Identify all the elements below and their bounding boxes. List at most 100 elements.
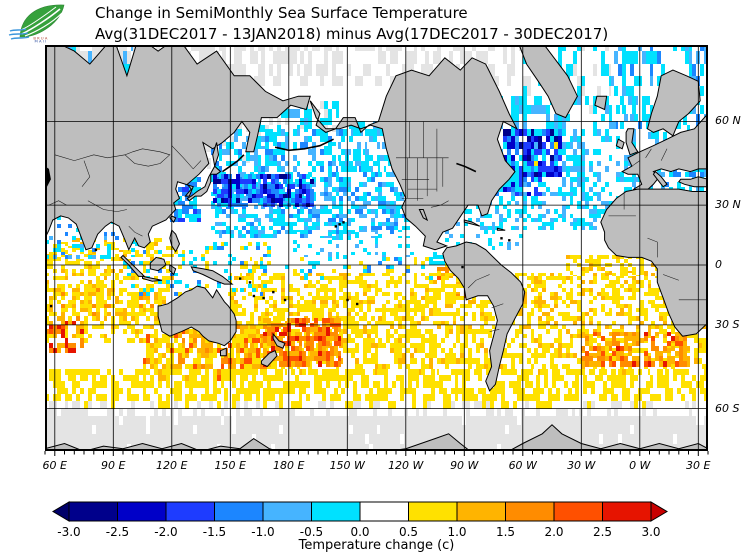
colorbar-tick-label: -3.0 bbox=[57, 525, 80, 539]
island-dot bbox=[342, 221, 345, 224]
land-polygon bbox=[418, 209, 429, 222]
colorbar-segment bbox=[68, 501, 118, 522]
colorbar-segment bbox=[602, 501, 652, 522]
island-dot bbox=[338, 223, 341, 226]
land-polygon bbox=[309, 57, 519, 251]
x-axis-label: 180 E bbox=[273, 459, 305, 472]
land-polygon bbox=[142, 275, 163, 282]
colorbar-legend: -3.0 -2.5 -2.0 -1.5 -1.0 -0.5 0.0 0.5 1.0 1.5 2.0 2… bbox=[52, 501, 668, 539]
land-polygon bbox=[220, 347, 227, 357]
title-block: Change in SemiMonthly Sea Surface Temper… bbox=[95, 3, 608, 45]
land-polygon bbox=[646, 69, 701, 137]
x-axis-label: 90 W bbox=[450, 459, 479, 472]
colorbar-tick-label: 2.5 bbox=[593, 525, 612, 539]
leaf-logo-icon bbox=[8, 4, 65, 40]
island-dot bbox=[248, 281, 252, 284]
colorbar-right-arrow bbox=[650, 501, 668, 522]
colorbar-tick-label: 3.0 bbox=[641, 525, 660, 539]
country-border bbox=[489, 329, 500, 332]
island-dot bbox=[262, 296, 265, 300]
colorbar-tick-label: -1.0 bbox=[251, 525, 274, 539]
land-polygon bbox=[186, 165, 222, 202]
colorbar-caption: Temperature change (c) bbox=[298, 538, 455, 553]
colorbar-segment bbox=[456, 501, 506, 522]
land-polygon bbox=[169, 264, 177, 276]
land-polygon bbox=[157, 285, 237, 347]
land-polygon bbox=[615, 138, 625, 150]
land-polygon bbox=[442, 241, 526, 392]
y-axis-label: 60 S bbox=[715, 401, 740, 415]
land-polygon bbox=[190, 266, 234, 285]
x-axis-label: 30 E bbox=[686, 459, 711, 472]
island-dot bbox=[272, 290, 275, 294]
island-arc bbox=[221, 154, 245, 173]
land-polygon bbox=[260, 350, 278, 368]
logo-tagline: BRUA MAII bbox=[21, 36, 62, 44]
island-dot bbox=[94, 248, 98, 252]
colorbar-tick-label: -0.5 bbox=[300, 525, 323, 539]
land-polygon bbox=[652, 170, 668, 188]
colorbar-segment bbox=[214, 501, 264, 522]
island-dot bbox=[334, 225, 337, 228]
island-dot bbox=[49, 304, 53, 308]
x-axis-label: 90 E bbox=[101, 459, 126, 472]
logo-tagline-row1: BRUA bbox=[33, 36, 49, 41]
land-polygon bbox=[678, 176, 708, 188]
country-border bbox=[124, 148, 171, 167]
land-polygon bbox=[496, 227, 506, 231]
agency-logo: BRUA MAII bbox=[8, 1, 74, 47]
logo-tagline-row2: MAII bbox=[34, 39, 48, 44]
x-axis-label: 150 W bbox=[329, 459, 365, 472]
map-frame bbox=[45, 45, 708, 451]
colorbar-segment bbox=[165, 501, 215, 522]
colorbar-segment bbox=[408, 501, 458, 522]
y-axis-label: 30 N bbox=[715, 197, 741, 211]
land-polygon bbox=[625, 128, 639, 156]
land-polygon bbox=[272, 332, 286, 349]
land-polygon bbox=[600, 188, 708, 337]
island-arc bbox=[456, 162, 477, 173]
island-dot bbox=[252, 294, 256, 298]
island-dot bbox=[239, 277, 242, 280]
island-dot bbox=[356, 302, 359, 306]
x-axis-label: 150 E bbox=[214, 459, 246, 472]
country-border bbox=[491, 303, 504, 309]
y-axis-label: 0 bbox=[715, 257, 722, 271]
land-polygon bbox=[45, 45, 311, 251]
colorbar-segment bbox=[359, 501, 409, 522]
land-polygon bbox=[169, 215, 177, 223]
land-polygon bbox=[212, 142, 220, 167]
x-axis-label: 60 E bbox=[42, 459, 67, 472]
island-dot bbox=[461, 265, 464, 269]
world-map-overlay bbox=[45, 45, 708, 451]
island-arc bbox=[274, 138, 334, 152]
country-border bbox=[467, 274, 490, 289]
x-axis-label: 0 W bbox=[629, 459, 651, 472]
country-border bbox=[660, 148, 668, 161]
land-polygon bbox=[169, 229, 181, 253]
colorbar-tick-label: 0.5 bbox=[399, 525, 418, 539]
country-border bbox=[48, 200, 67, 206]
colorbar-segment bbox=[262, 501, 312, 522]
colorbar-tick-label: -2.5 bbox=[106, 525, 129, 539]
colorbar-segment bbox=[311, 501, 361, 522]
colorbar-tick-label: -1.5 bbox=[203, 525, 226, 539]
island-dot bbox=[500, 237, 503, 240]
island-dot bbox=[283, 298, 287, 302]
figure-header: BRUA MAII Change in SemiMonthly Sea Surf… bbox=[0, 0, 755, 45]
chart-title: Change in SemiMonthly Sea Surface Temper… bbox=[95, 4, 468, 22]
x-axis-label: 120 E bbox=[156, 459, 188, 472]
map-panel bbox=[44, 45, 709, 456]
country-border bbox=[663, 274, 679, 281]
colorbar-segment bbox=[505, 501, 555, 522]
land-polygon bbox=[518, 45, 578, 119]
colorbar-tick-label: 0.0 bbox=[350, 525, 369, 539]
y-axis-label: 30 S bbox=[715, 317, 740, 331]
country-border bbox=[647, 237, 658, 258]
country-border bbox=[81, 160, 91, 187]
x-axis-label: 120 W bbox=[388, 459, 424, 472]
colorbar-tick-label: 1.0 bbox=[447, 525, 466, 539]
y-axis-label: 60 N bbox=[715, 114, 741, 128]
colorbar-tick-label: -2.0 bbox=[154, 525, 177, 539]
country-border bbox=[645, 148, 652, 158]
